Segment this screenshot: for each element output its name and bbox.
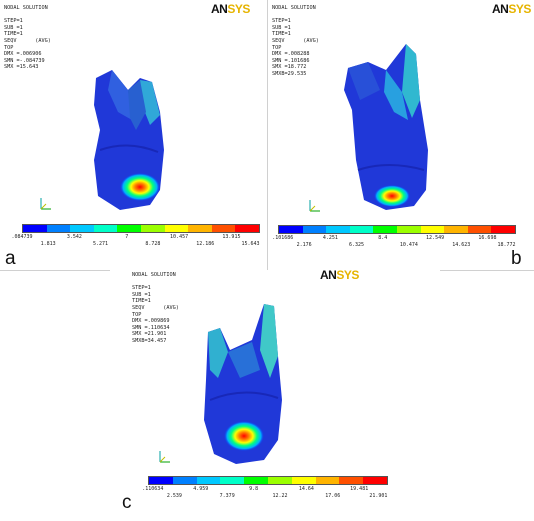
legend-swatch bbox=[140, 225, 165, 232]
legend-swatch bbox=[235, 225, 259, 232]
legend-label: 19.481 bbox=[350, 486, 369, 492]
axis-triad-icon bbox=[309, 200, 320, 212]
legend-swatch bbox=[46, 225, 71, 232]
legend-swatch bbox=[491, 226, 515, 233]
legend-labels: .101686 4.251 8.4 12.549 16.698 2.176 6.… bbox=[272, 234, 516, 250]
legend-label: .110634 bbox=[142, 486, 164, 492]
legend-swatch bbox=[349, 226, 374, 233]
legend-swatch bbox=[302, 226, 327, 233]
legend-label: .101686 bbox=[272, 235, 294, 241]
panel-label-c: c bbox=[122, 492, 132, 513]
legend-swatch bbox=[267, 477, 292, 484]
legend-swatch bbox=[291, 477, 316, 484]
legend-label: 9.8 bbox=[249, 486, 259, 492]
legend-label: 8.728 bbox=[145, 241, 161, 247]
legend-label: .084739 bbox=[11, 234, 33, 240]
legend-b: .101686 4.251 8.4 12.549 16.698 2.176 6.… bbox=[272, 225, 516, 250]
legend-swatch bbox=[117, 225, 141, 232]
legend-swatch bbox=[315, 477, 340, 484]
legend-label: 7 bbox=[125, 234, 129, 240]
legend-swatch bbox=[220, 477, 245, 484]
legend-swatch bbox=[396, 226, 421, 233]
legend-label: 8.4 bbox=[378, 235, 388, 241]
legend-label: 18.772 bbox=[497, 242, 516, 248]
panel-b-header: NODAL SOLUTION STEP=1 SUB =1 TIME=1 SEQV… bbox=[272, 5, 319, 77]
tooth-model-a bbox=[94, 70, 164, 210]
legend-swatch bbox=[444, 226, 468, 233]
legend-label: 12.186 bbox=[196, 241, 215, 247]
panel-c: NODAL SOLUTION STEP=1 SUB =1 TIME=1 SEQV… bbox=[110, 270, 440, 521]
legend-label: 6.325 bbox=[349, 242, 365, 248]
legend-swatch bbox=[196, 477, 221, 484]
panel-label-a: a bbox=[5, 248, 16, 269]
legend-swatch bbox=[23, 225, 47, 232]
legend-swatch bbox=[244, 477, 268, 484]
legend-swatch bbox=[467, 226, 492, 233]
legend-swatch bbox=[172, 477, 197, 484]
legend-label: 16.698 bbox=[478, 235, 497, 241]
legend-bar bbox=[22, 224, 260, 233]
legend-label: 10.457 bbox=[170, 234, 189, 240]
panel-a: NODAL SOLUTION STEP=1 SUB =1 TIME=1 SEQV… bbox=[0, 0, 268, 271]
legend-labels: .110634 4.959 9.8 14.64 19.481 2.539 7.3… bbox=[142, 485, 388, 501]
legend-label: 4.251 bbox=[322, 235, 338, 241]
legend-swatch bbox=[188, 225, 212, 232]
panel-b: NODAL SOLUTION STEP=1 SUB =1 TIME=1 SEQV… bbox=[268, 0, 534, 271]
axis-triad-icon bbox=[159, 451, 170, 463]
legend-swatch bbox=[339, 477, 364, 484]
legend-bar bbox=[278, 225, 516, 234]
legend-c: .110634 4.959 9.8 14.64 19.481 2.539 7.3… bbox=[142, 476, 388, 501]
legend-label: 4.959 bbox=[193, 486, 209, 492]
axis-triad-icon bbox=[40, 198, 51, 210]
legend-swatch bbox=[70, 225, 94, 232]
tooth-model-b bbox=[344, 44, 428, 210]
legend-label: 13.915 bbox=[222, 234, 241, 240]
legend-bar bbox=[148, 476, 388, 485]
legend-swatch bbox=[164, 225, 189, 232]
ansys-logo: ANSYS bbox=[211, 2, 250, 16]
legend-swatch bbox=[93, 225, 118, 232]
legend-label: 17.06 bbox=[325, 493, 341, 499]
ansys-logo: ANSYS bbox=[320, 270, 359, 282]
legend-label: 14.623 bbox=[452, 242, 471, 248]
legend-label: 3.542 bbox=[66, 234, 82, 240]
legend-label: 12.22 bbox=[272, 493, 288, 499]
legend-label: 12.549 bbox=[426, 235, 445, 241]
legend-swatch bbox=[211, 225, 236, 232]
ansys-logo: ANSYS bbox=[492, 2, 531, 16]
legend-swatch bbox=[326, 226, 350, 233]
legend-label: 14.64 bbox=[298, 486, 314, 492]
legend-label: 15.643 bbox=[241, 241, 260, 247]
legend-swatch bbox=[420, 226, 445, 233]
legend-swatch bbox=[149, 477, 173, 484]
legend-label: 2.176 bbox=[296, 242, 312, 248]
legend-a: .084739 3.542 7 10.457 13.915 1.813 5.27… bbox=[11, 224, 260, 249]
legend-swatch bbox=[373, 226, 397, 233]
legend-label: 10.474 bbox=[399, 242, 418, 248]
legend-label: 7.379 bbox=[219, 493, 235, 499]
legend-label: 21.901 bbox=[369, 493, 388, 499]
legend-label: 5.271 bbox=[93, 241, 109, 247]
legend-swatch bbox=[279, 226, 303, 233]
legend-swatch bbox=[363, 477, 387, 484]
legend-label: 2.539 bbox=[166, 493, 182, 499]
panel-label-b: b bbox=[511, 248, 522, 269]
panel-a-header: NODAL SOLUTION STEP=1 SUB =1 TIME=1 SEQV… bbox=[4, 5, 51, 71]
legend-label: 1.813 bbox=[40, 241, 56, 247]
panel-c-header: NODAL SOLUTION STEP=1 SUB =1 TIME=1 SEQV… bbox=[132, 272, 179, 344]
tooth-model-c bbox=[204, 304, 282, 464]
legend-labels: .084739 3.542 7 10.457 13.915 1.813 5.27… bbox=[11, 233, 260, 249]
